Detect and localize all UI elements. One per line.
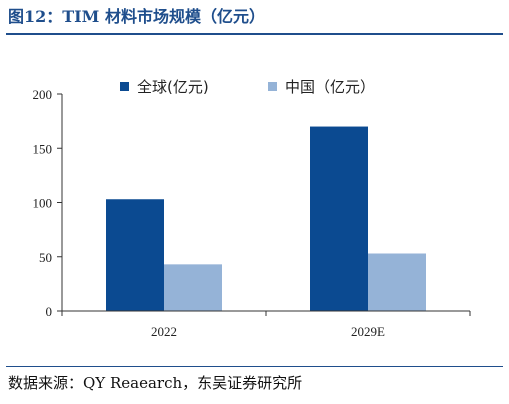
y-tick-label: 50 bbox=[39, 250, 52, 265]
source-rule bbox=[6, 366, 503, 367]
bars bbox=[106, 126, 426, 311]
x-axis: 2022 2029E bbox=[61, 310, 471, 339]
legend-swatch bbox=[268, 82, 277, 91]
bar-china bbox=[368, 253, 426, 311]
y-tick-label: 200 bbox=[33, 87, 53, 102]
title-rule bbox=[6, 33, 503, 35]
y-tick-label: 0 bbox=[46, 304, 53, 319]
bar-global bbox=[310, 126, 368, 311]
x-tick-label: 2029E bbox=[351, 324, 385, 339]
legend: 全球(亿元) 中国（亿元） bbox=[120, 78, 375, 96]
bar-global bbox=[106, 199, 164, 311]
source-note: 数据来源：QY Reaearch，东吴证券研究所 bbox=[8, 374, 303, 392]
legend-label: 全球(亿元) bbox=[137, 78, 209, 96]
y-tick-label: 150 bbox=[33, 141, 53, 156]
figure-title: 图12：TIM 材料市场规模（亿元） bbox=[8, 7, 265, 26]
legend-swatch bbox=[120, 82, 129, 91]
legend-label: 中国（亿元） bbox=[285, 78, 375, 96]
y-axis: 0 50 100 150 200 bbox=[33, 87, 63, 319]
bar-china bbox=[164, 264, 222, 311]
y-tick-label: 100 bbox=[33, 196, 53, 211]
x-tick-label: 2022 bbox=[151, 324, 177, 339]
